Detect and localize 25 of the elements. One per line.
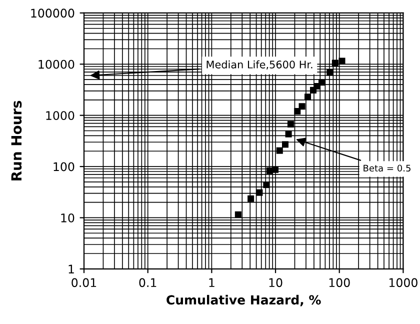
y-axis-title: Run Hours: [11, 100, 22, 180]
point: [276, 147, 283, 154]
y-tick-label: 100: [54, 162, 74, 172]
annotation: Median Life,5600 Hr.: [206, 60, 312, 70]
y-tick-label: 1: [68, 264, 74, 274]
y-tick-label: 1000: [46, 111, 74, 120]
x-tick-label: 10: [269, 278, 282, 288]
point: [285, 130, 292, 138]
point: [318, 79, 326, 86]
point: [282, 141, 288, 148]
x-tick-label: 1: [209, 278, 214, 287]
y-tick-label: 10000: [38, 60, 74, 69]
point: [256, 189, 263, 196]
point: [272, 166, 278, 173]
y-tick-label: 100000: [31, 8, 74, 18]
x-tick-label: 0.1: [139, 278, 156, 288]
point: [304, 94, 312, 100]
x-axis-title: Cumulative Hazard, %: [166, 294, 321, 306]
x-tick-label: 1000: [389, 278, 418, 288]
point: [298, 103, 306, 110]
annotation: Beta = 0.5: [364, 164, 410, 172]
x-tick-label: 100: [329, 278, 350, 288]
y-tick-label: 10: [61, 213, 74, 222]
point: [294, 108, 301, 115]
x-tick-label: 0.01: [72, 278, 96, 288]
